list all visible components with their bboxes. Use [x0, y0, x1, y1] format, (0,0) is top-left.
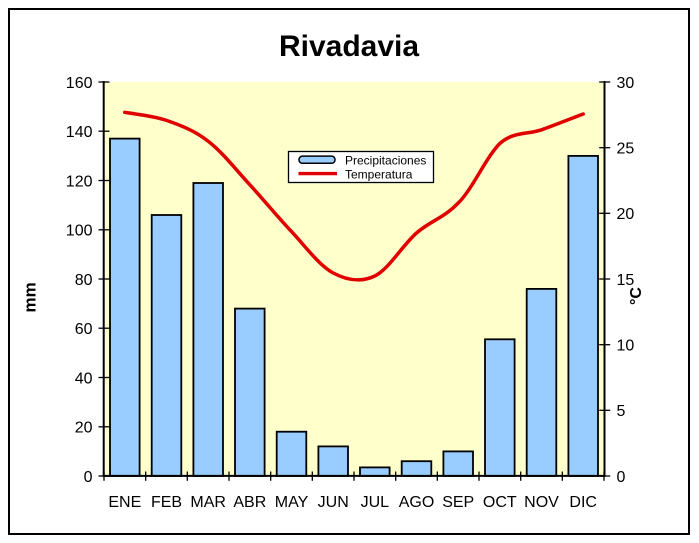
svg-text:30: 30 [617, 75, 635, 92]
svg-text:FEB: FEB [151, 494, 182, 511]
svg-text:15: 15 [617, 272, 635, 289]
svg-text:160: 160 [66, 75, 93, 92]
svg-text:ABR: ABR [233, 494, 266, 511]
svg-text:120: 120 [66, 173, 93, 190]
svg-text:20: 20 [617, 206, 635, 223]
svg-text:OCT: OCT [483, 494, 517, 511]
svg-text:60: 60 [75, 321, 93, 338]
svg-text:MAR: MAR [190, 494, 226, 511]
svg-text:140: 140 [66, 124, 93, 141]
svg-text:JUL: JUL [361, 494, 390, 511]
svg-text:SEP: SEP [442, 494, 474, 511]
svg-text:80: 80 [75, 272, 93, 289]
svg-text:ENE: ENE [108, 494, 141, 511]
svg-text:mm: mm [20, 282, 39, 312]
svg-text:20: 20 [75, 420, 93, 437]
svg-text:Precipitaciones: Precipitaciones [345, 153, 426, 167]
svg-text:100: 100 [66, 223, 93, 240]
svg-text:AGO: AGO [399, 494, 435, 511]
svg-text:NOV: NOV [524, 494, 559, 511]
svg-text:Rivadavia: Rivadavia [279, 30, 419, 63]
svg-text:JUN: JUN [318, 494, 349, 511]
svg-text:Temperatura: Temperatura [345, 167, 413, 181]
svg-text:DIC: DIC [569, 494, 597, 511]
svg-text:0: 0 [84, 469, 93, 486]
svg-text:5: 5 [617, 403, 626, 420]
svg-text:25: 25 [617, 141, 635, 158]
svg-text:°C: °C [628, 287, 645, 305]
svg-text:0: 0 [617, 469, 626, 486]
svg-text:MAY: MAY [275, 494, 309, 511]
svg-text:10: 10 [617, 338, 635, 355]
svg-text:40: 40 [75, 370, 93, 387]
